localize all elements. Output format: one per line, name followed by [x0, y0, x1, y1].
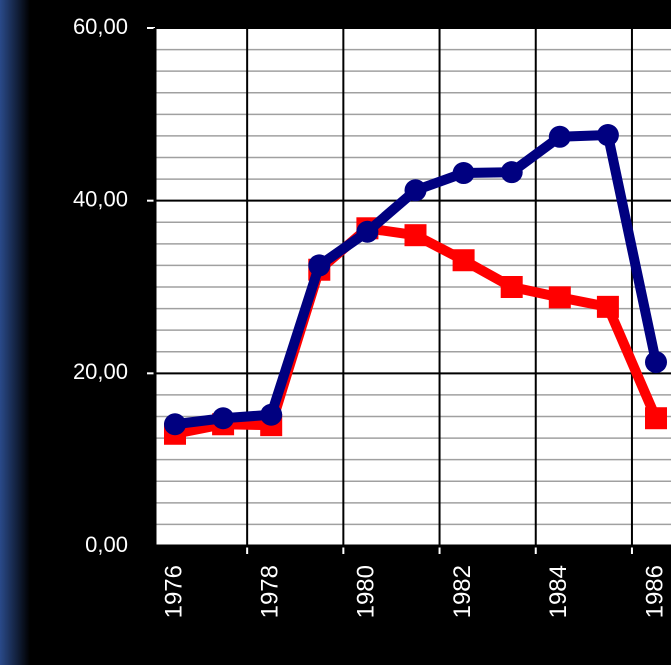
marker — [548, 125, 571, 148]
marker — [164, 413, 186, 436]
x-tick-label: 1980 — [353, 565, 380, 618]
y-tick-label: 40,00 — [73, 186, 128, 211]
marker — [645, 351, 667, 374]
marker — [645, 407, 667, 430]
marker — [212, 407, 235, 430]
marker — [548, 286, 571, 309]
x-tick-label: 1984 — [545, 565, 572, 618]
marker — [308, 254, 331, 277]
marker — [596, 295, 619, 318]
x-tick-label: 1978 — [257, 565, 284, 618]
x-tick-label: 1976 — [160, 565, 187, 618]
x-tick-label: 1986 — [641, 565, 668, 618]
marker — [452, 162, 475, 185]
marker — [500, 276, 523, 298]
marker — [500, 161, 523, 184]
marker — [452, 249, 475, 272]
y-tick-label: 0,00 — [85, 532, 128, 557]
y-tick-label: 60,00 — [73, 14, 128, 39]
x-tick-label: 1982 — [449, 565, 476, 618]
marker — [404, 179, 427, 202]
marker — [260, 403, 283, 426]
marker — [356, 220, 379, 243]
marker — [404, 224, 427, 247]
y-tick-label: 20,00 — [73, 359, 128, 384]
background-edge — [0, 0, 30, 665]
marker — [596, 124, 619, 147]
